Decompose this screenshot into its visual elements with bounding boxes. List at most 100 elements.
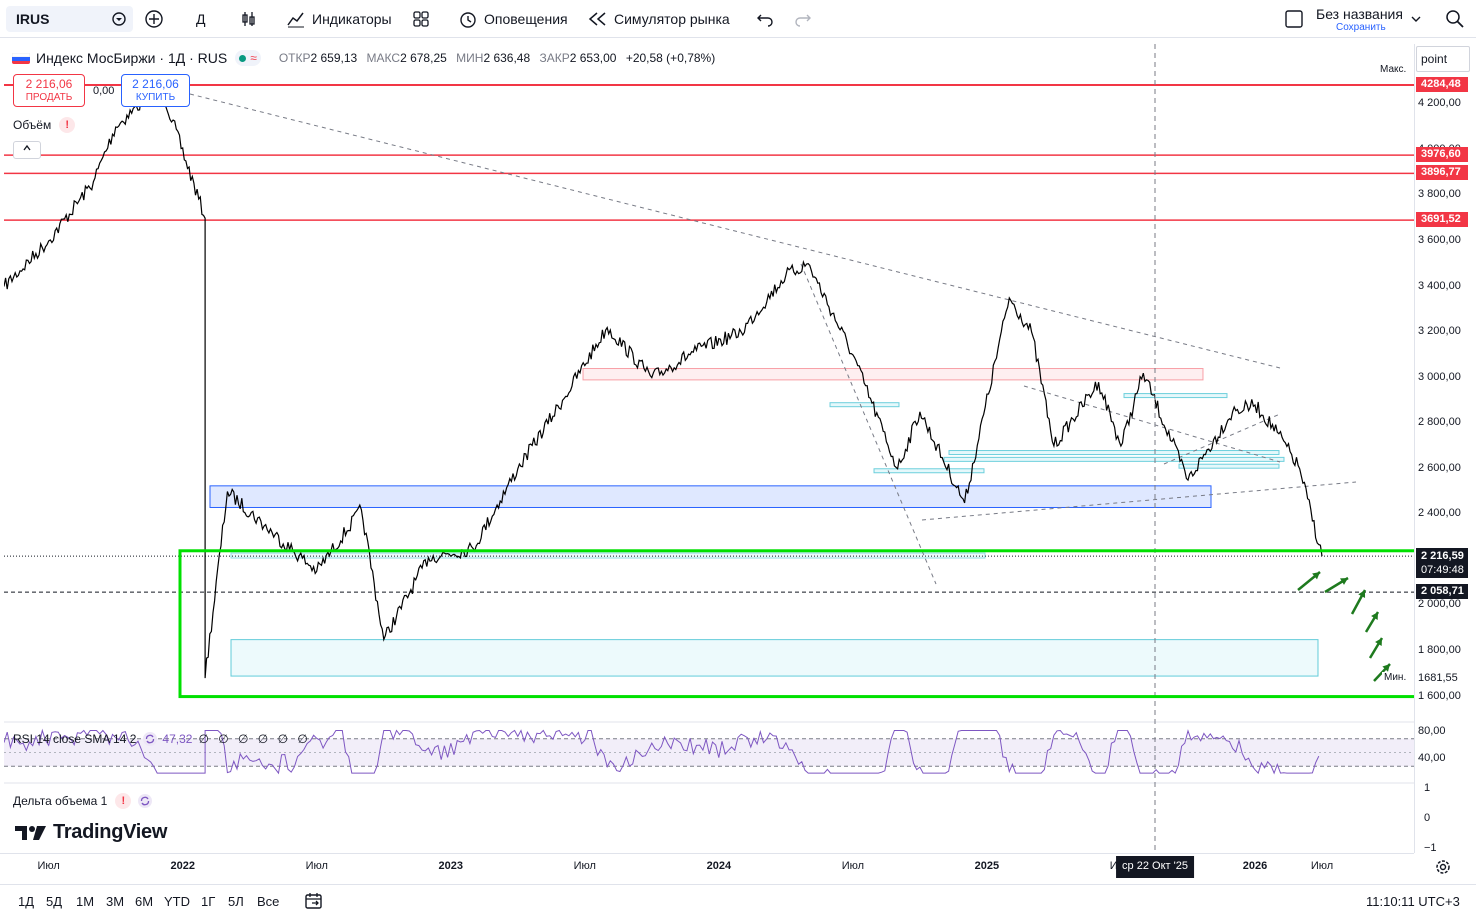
layout-title[interactable]: Без названия: [1316, 6, 1403, 22]
green-arrow-icon: [1350, 589, 1367, 615]
rsi-indicator-label[interactable]: RSI 14 close SMA 14 2 47,32 ∅ ∅ ∅ ∅ ∅ ∅: [13, 731, 311, 747]
redo-button[interactable]: [794, 8, 818, 30]
buy-price: 2 216,06: [132, 77, 179, 91]
support-zone: [209, 485, 1212, 508]
layout-toggle[interactable]: [1284, 8, 1310, 30]
square-icon: [1285, 10, 1303, 28]
date-range-button[interactable]: [304, 891, 324, 916]
warning-icon[interactable]: !: [115, 793, 132, 809]
refresh-icon[interactable]: [142, 731, 158, 747]
range-button[interactable]: 1Д: [18, 894, 35, 909]
level-tag-3976: 3976,60: [1416, 147, 1468, 162]
range-button[interactable]: YTD: [164, 894, 190, 909]
price-tick-label: 1 800,00: [1418, 644, 1461, 656]
range-button[interactable]: Все: [257, 894, 280, 909]
indicators-label: Индикаторы: [312, 11, 392, 27]
green-arrow-icon: [1368, 637, 1384, 659]
chart-type-button[interactable]: [240, 8, 264, 30]
trend-line-0: [189, 93, 1281, 369]
refresh-icon[interactable]: [137, 793, 153, 809]
sell-label: ПРОДАТЬ: [25, 92, 73, 103]
chart-settings-button[interactable]: [1434, 858, 1452, 881]
small-zone-base: [230, 552, 986, 559]
green-arrow-icon: [1297, 571, 1321, 591]
time-tick-label: 2026: [1242, 860, 1268, 872]
undo-button[interactable]: [756, 8, 780, 30]
price-tick-label: 3 200,00: [1418, 325, 1461, 338]
time-tick-label: Июл: [841, 860, 865, 872]
delta-label-text: Дельта объема 1: [13, 794, 108, 808]
small-zone-2: [948, 450, 1280, 456]
delay-wave-icon: ≈: [250, 51, 257, 65]
buy-button[interactable]: 2 216,06 КУПИТЬ: [121, 74, 190, 107]
clock-timezone[interactable]: 11:10:11 UTC+3: [1366, 894, 1460, 909]
time-tick-label: Июл: [573, 860, 596, 872]
templates-button[interactable]: [412, 8, 436, 30]
grid-icon: [413, 11, 429, 27]
close-value: 2 653,00: [569, 51, 617, 65]
price-tick-label: 3 600,00: [1418, 233, 1461, 246]
range-button[interactable]: 3М: [106, 894, 125, 909]
ohlc-values: ОТКР2 659,13 МАКС2 678,25 МИН2 636,48 ЗА…: [278, 51, 716, 65]
open-value: 2 659,13: [310, 51, 358, 65]
symbol-menu-icon[interactable]: [111, 11, 127, 27]
market-status[interactable]: ≈: [235, 50, 261, 66]
price-chart[interactable]: [4, 44, 1414, 853]
price-tick-label: 2 800,00: [1418, 416, 1461, 429]
sell-button[interactable]: 2 216,06 ПРОДАТЬ: [13, 74, 85, 107]
compare-button[interactable]: [144, 8, 170, 30]
replay-button[interactable]: Симулятор рынка: [588, 8, 730, 30]
delta-tick-label: 0: [1424, 812, 1431, 824]
russia-flag-icon: [12, 52, 30, 64]
interval-button[interactable]: Д: [196, 11, 206, 27]
price-tick-label: 2 600,00: [1418, 461, 1461, 474]
high-value: 2 678,25: [400, 51, 447, 65]
top-toolbar: IRUS Д Индикаторы Оповещения Симулятор р…: [0, 0, 1476, 38]
delta-indicator-label[interactable]: Дельта объема 1 !: [13, 793, 153, 809]
symbol-search[interactable]: IRUS: [6, 6, 133, 32]
tradingview-logo[interactable]: TradingView: [15, 821, 167, 844]
tradingview-logo-text: TradingView: [53, 821, 168, 843]
price-tick-label: 3 400,00: [1418, 279, 1461, 292]
collapse-legend-button[interactable]: [13, 141, 41, 159]
resistance-zone: [582, 368, 1204, 381]
series-name[interactable]: Индекс МосБиржи · 1Д · RUS: [36, 50, 228, 66]
time-tick-label: Июл: [37, 860, 60, 872]
price-tick-label: 1 600,00: [1418, 689, 1461, 702]
price-tick-label: 3 800,00: [1418, 188, 1461, 201]
quick-search-button[interactable]: [1444, 8, 1472, 30]
change-value: +20,58 (+0,78%): [625, 51, 716, 65]
max-price-tag: 4284,48: [1416, 77, 1468, 92]
axis-unit-selector[interactable]: point: [1416, 46, 1470, 72]
range-button[interactable]: 1М: [76, 894, 95, 909]
alerts-button[interactable]: Оповещения: [458, 8, 568, 30]
time-axis[interactable]: Июл2022Июл2023Июл2024Июл2025Июл2026Июлср…: [0, 853, 1414, 879]
trend-line-4: [1163, 413, 1281, 465]
warning-icon[interactable]: !: [59, 117, 76, 133]
market-open-dot-icon: [239, 54, 247, 62]
rsi-empty-values: ∅ ∅ ∅ ∅ ∅ ∅: [198, 732, 311, 746]
price-tick-label: 3 000,00: [1418, 370, 1461, 383]
spread-value: 0,00: [93, 85, 115, 97]
target-zone: [230, 639, 1319, 677]
bottom-toolbar: 11:10:11 UTC+3 1Д 5Д 1М 3М 6М YTD 1Г 5Л Все: [0, 884, 1476, 918]
delta-tick-label: 1: [1424, 782, 1431, 794]
range-button[interactable]: 6М: [135, 894, 154, 909]
level-tag-3896: 3896,77: [1416, 165, 1468, 180]
range-button[interactable]: 1Г: [201, 894, 216, 909]
volume-indicator-label[interactable]: Объём !: [13, 117, 76, 133]
indicators-button[interactable]: Индикаторы: [286, 8, 392, 30]
range-button[interactable]: 5Л: [228, 894, 244, 909]
plus-circle-icon: [145, 10, 163, 28]
time-tick-label: 2023: [438, 860, 464, 872]
small-zone-3: [1178, 463, 1280, 469]
trend-line-3: [800, 263, 937, 585]
max-label: Макс.: [1378, 64, 1409, 75]
range-button[interactable]: 5Д: [46, 894, 63, 909]
min-price: 1681,55: [1418, 672, 1458, 684]
current-price-tag: 2 216,59 07:49:48: [1416, 548, 1468, 578]
low-value: 2 636,48: [483, 51, 531, 65]
rsi-tick-label: 40,00: [1418, 752, 1446, 765]
layout-menu-button[interactable]: [1410, 8, 1428, 30]
save-label[interactable]: Сохранить: [1336, 22, 1386, 33]
